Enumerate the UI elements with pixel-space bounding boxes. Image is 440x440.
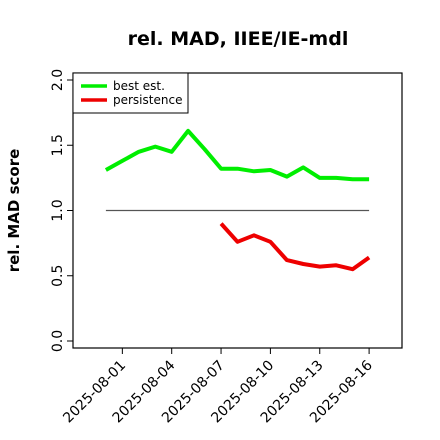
series-line-persistence xyxy=(219,222,371,272)
chart-title: rel. MAD, IIEE/IE-mdl xyxy=(128,28,349,50)
y-tick-label-1: 0.5 xyxy=(50,265,66,287)
y-tick-label-0: 0.0 xyxy=(50,330,66,352)
y-axis-title: rel. MAD score xyxy=(5,149,23,273)
series-line-best-est xyxy=(104,128,370,182)
series-layer xyxy=(104,128,371,272)
legend-label-persistence: persistence xyxy=(113,93,182,107)
legend-box xyxy=(72,72,189,114)
y-tick-label-4: 2.0 xyxy=(50,69,66,91)
y-tick-label-3: 1.5 xyxy=(50,134,66,156)
legend: best est. persistence xyxy=(72,72,189,114)
y-tick-label-2: 1.0 xyxy=(50,199,66,221)
axes: 0.00.51.01.52.02025-08-012025-08-042025-… xyxy=(50,69,376,427)
legend-label-best-est: best est. xyxy=(113,79,165,93)
